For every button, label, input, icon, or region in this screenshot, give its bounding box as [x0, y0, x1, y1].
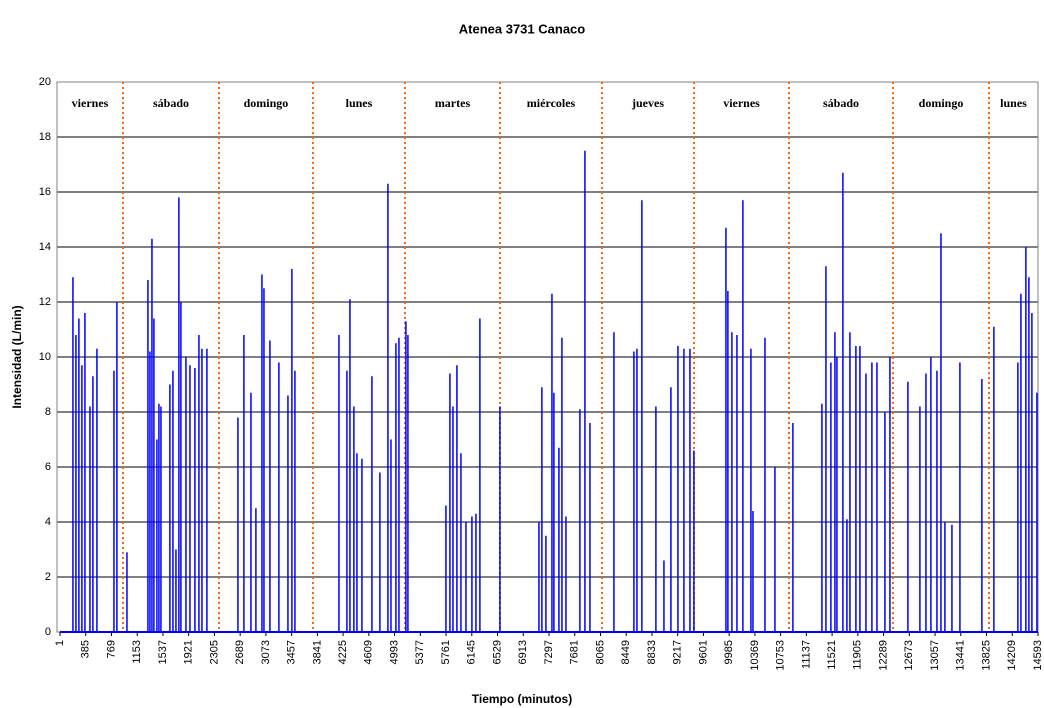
x-tick-label: 5761 [440, 640, 452, 664]
day-label: sábado [823, 96, 859, 110]
x-tick-label: 9985 [723, 640, 735, 664]
day-label: viernes [723, 96, 760, 110]
y-tick-label: 20 [39, 76, 51, 88]
x-tick-label: 2305 [208, 640, 220, 664]
x-tick-label: 8065 [594, 640, 606, 664]
x-tick-label: 10369 [749, 640, 761, 671]
x-tick-label: 12289 [877, 640, 889, 671]
chart-title: Atenea 3731 Canaco [459, 21, 586, 36]
x-tick-label: 10753 [775, 640, 787, 671]
y-tick-label: 4 [45, 516, 51, 528]
x-tick-label: 9217 [672, 640, 684, 664]
x-tick-label: 4225 [337, 640, 349, 664]
y-tick-label: 18 [39, 131, 51, 143]
x-tick-label: 1921 [183, 640, 195, 664]
x-tick-label: 385 [80, 640, 92, 658]
x-tick-label: 4609 [363, 640, 375, 664]
x-tick-label: 14593 [1032, 640, 1044, 671]
x-tick-label: 8449 [620, 640, 632, 664]
x-tick-label: 14209 [1006, 640, 1018, 671]
x-tick-label: 6145 [466, 640, 478, 664]
x-tick-label: 3457 [286, 640, 298, 664]
x-tick-label: 3841 [311, 640, 323, 664]
day-label: miércoles [527, 96, 576, 110]
y-tick-label: 0 [45, 626, 51, 638]
x-axis-title: Tiempo (minutos) [472, 692, 572, 706]
y-tick-label: 8 [45, 406, 51, 418]
x-tick-label: 2689 [234, 640, 246, 664]
day-label: viernes [72, 96, 109, 110]
y-tick-label: 6 [45, 461, 51, 473]
x-tick-label: 4993 [388, 640, 400, 664]
x-tick-label: 13057 [929, 640, 941, 671]
x-tick-label: 13825 [980, 640, 992, 671]
x-tick-label: 11905 [852, 640, 864, 670]
y-tick-label: 10 [39, 351, 51, 363]
day-label: jueves [631, 96, 664, 110]
day-label: domingo [919, 96, 964, 110]
x-tick-label: 5377 [414, 640, 426, 664]
x-tick-label: 11137 [800, 640, 812, 669]
y-axis-title: Intensidad (L/min) [10, 305, 24, 408]
x-tick-label: 7681 [569, 640, 581, 664]
x-tick-label: 11521 [826, 640, 838, 670]
day-label: sábado [153, 96, 189, 110]
day-label: lunes [346, 96, 373, 110]
y-tick-label: 2 [45, 571, 51, 583]
x-tick-label: 13441 [955, 640, 967, 671]
x-tick-label: 3073 [260, 640, 272, 664]
x-tick-label: 12673 [903, 640, 915, 671]
y-tick-label: 14 [39, 241, 51, 253]
x-tick-label: 1153 [131, 640, 143, 664]
y-tick-label: 12 [39, 296, 51, 308]
x-tick-label: 769 [105, 640, 117, 658]
x-tick-label: 7297 [543, 640, 555, 664]
x-tick-label: 6529 [491, 640, 503, 664]
x-tick-label: 6913 [517, 640, 529, 664]
x-tick-label: 8833 [646, 640, 658, 664]
day-label: martes [435, 96, 471, 110]
x-tick-label: 1537 [157, 640, 169, 664]
day-label: lunes [1000, 96, 1027, 110]
x-tick-label: 1 [54, 640, 66, 646]
x-tick-label: 9601 [697, 640, 709, 664]
y-tick-label: 16 [39, 186, 51, 198]
day-label: domingo [244, 96, 289, 110]
